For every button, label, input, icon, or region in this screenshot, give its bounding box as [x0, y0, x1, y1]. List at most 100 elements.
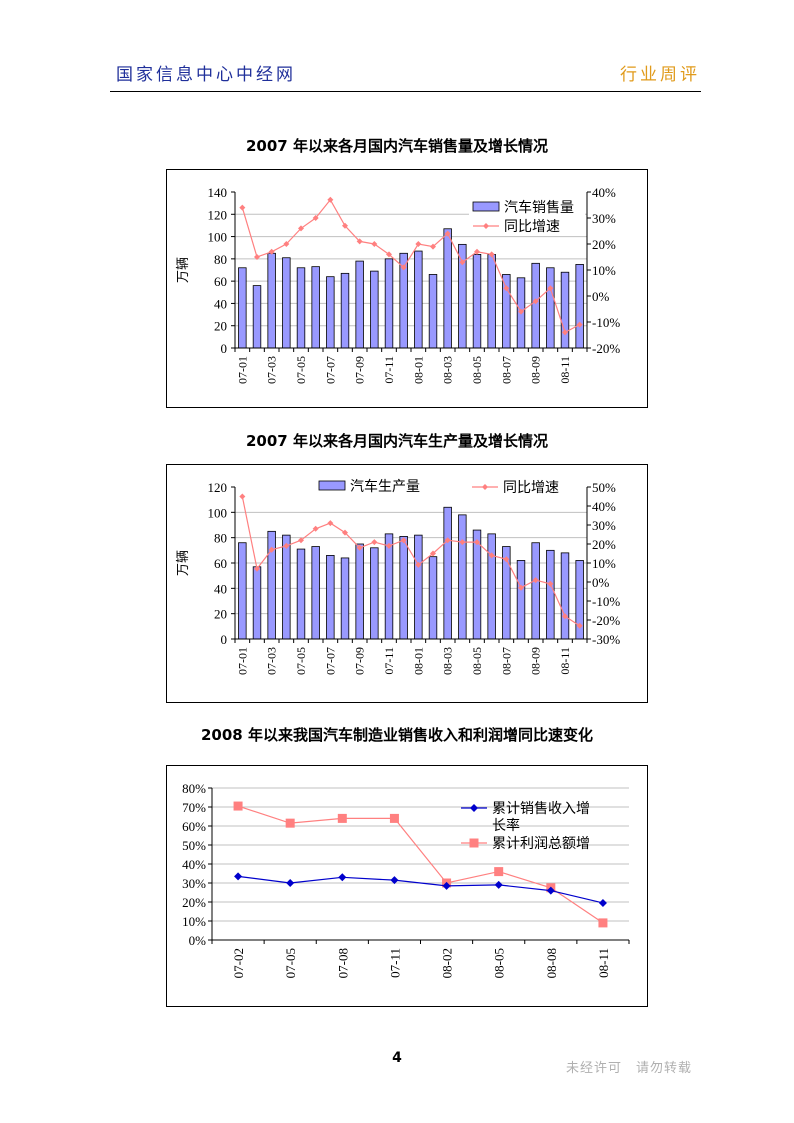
site-name: 国家信息中心中经网 — [116, 65, 296, 85]
growth-line — [241, 198, 580, 334]
x-tick-label: 07-09 — [353, 647, 367, 675]
profit-point — [285, 818, 295, 828]
x-tick-label: 07-03 — [265, 647, 279, 675]
profit-point — [598, 918, 608, 928]
bar — [472, 529, 482, 640]
bar — [487, 533, 496, 640]
bar — [355, 543, 364, 640]
legend-line-label: 同比增速 — [504, 219, 560, 235]
profit-point — [389, 813, 399, 823]
y2-tick-label: 30% — [592, 211, 616, 226]
y-tick-label: 140 — [208, 185, 228, 200]
x-tick-label: 07-09 — [353, 356, 367, 384]
y-tick-label: 50% — [182, 838, 206, 853]
bar — [282, 257, 291, 349]
x-tick-label: 07-01 — [235, 647, 249, 675]
bar — [414, 534, 423, 640]
legend-profit-marker — [469, 838, 479, 848]
x-tick-label: 08-07 — [499, 356, 513, 384]
revenue-point — [494, 880, 503, 889]
x-tick-label: 08-05 — [492, 948, 507, 978]
bar — [443, 228, 452, 349]
bar — [531, 262, 540, 349]
growth-point — [415, 241, 422, 247]
x-tick-label: 08-09 — [529, 356, 543, 384]
bar — [296, 267, 306, 349]
chart3-box: 80% 70% 60% 50% 40% 30% 20% 10% 0% 07-02 07-05 07-0… — [166, 765, 648, 1007]
y-axis-label: 万辆 — [175, 257, 190, 283]
bar — [252, 566, 262, 640]
bar — [384, 533, 394, 640]
growth-point — [268, 248, 275, 255]
growth-point — [327, 196, 334, 203]
y2-tick-label: -20% — [592, 613, 620, 628]
y-axis-label: 万辆 — [175, 550, 190, 576]
y2-tick-label: 50% — [592, 480, 616, 495]
x-tick-label: 07-07 — [323, 647, 337, 675]
growth-point — [430, 550, 436, 557]
growth-point — [298, 537, 304, 544]
y-tick-label: 30% — [182, 876, 206, 891]
growth-point — [430, 243, 436, 250]
x-tick-label: 07-07 — [323, 356, 337, 384]
bar — [575, 264, 584, 349]
growth-point — [503, 285, 510, 292]
x-tick-label: 07-02 — [231, 948, 246, 978]
bar — [370, 547, 379, 640]
legend-bar-swatch — [318, 480, 346, 491]
growth-point — [488, 552, 495, 559]
y-tick-label: 0% — [189, 933, 207, 948]
growth-point — [532, 577, 539, 584]
growth-point — [532, 298, 539, 305]
y-tick-label: 100 — [208, 230, 228, 245]
growth-point — [474, 248, 480, 255]
x-tick-label: 07-11 — [387, 948, 402, 978]
legend-revenue-label-2: 长率 — [492, 817, 520, 834]
legend-bar-swatch — [472, 201, 500, 212]
revenue-point — [286, 879, 295, 887]
y2-tick-label: 20% — [592, 237, 616, 252]
revenue-point — [234, 872, 243, 881]
growth-point — [254, 565, 260, 572]
growth-line — [241, 496, 580, 627]
growth-point — [356, 238, 363, 245]
x-tick-label: 08-03 — [441, 647, 455, 675]
revenue-point — [338, 873, 347, 882]
legend-profit-label: 累计利润总额增 — [492, 836, 590, 852]
header-divider — [110, 91, 701, 92]
growth-point — [415, 561, 422, 568]
growth-point — [254, 254, 260, 260]
bar — [267, 252, 276, 349]
page-number: 4 — [392, 1050, 402, 1066]
y-tick-label: 70% — [182, 800, 206, 815]
bar — [238, 542, 247, 640]
y2-tick-label: 20% — [592, 537, 616, 552]
x-tick-label: 08-09 — [529, 647, 543, 675]
x-tick-label: 07-05 — [294, 647, 308, 675]
growth-point — [459, 259, 466, 266]
legend-revenue-label-1: 累计销售收入增 — [492, 801, 590, 817]
growth-point — [268, 546, 275, 553]
bar — [238, 267, 247, 349]
y2-tick-label: 40% — [592, 499, 616, 514]
growth-point — [562, 613, 568, 620]
bar — [428, 274, 438, 349]
y-tick-label: 60 — [214, 556, 227, 571]
legend-box — [293, 477, 585, 497]
growth-point — [371, 241, 378, 247]
legend-line-label: 同比增速 — [503, 480, 559, 496]
bar — [443, 506, 452, 640]
growth-point — [356, 544, 363, 551]
bar — [370, 270, 379, 349]
x-tick-label: 07-05 — [283, 948, 298, 978]
bar — [472, 254, 482, 349]
legend-bar-label: 汽车生产量 — [350, 478, 420, 495]
bar — [546, 549, 555, 640]
bar — [282, 534, 291, 640]
y-tick-label: 20 — [214, 607, 227, 622]
x-tick-label: 08-11 — [558, 356, 572, 384]
y-tick-label: 20% — [182, 895, 206, 910]
growth-point — [474, 539, 480, 546]
profit-point — [494, 867, 504, 877]
growth-point — [342, 222, 348, 229]
